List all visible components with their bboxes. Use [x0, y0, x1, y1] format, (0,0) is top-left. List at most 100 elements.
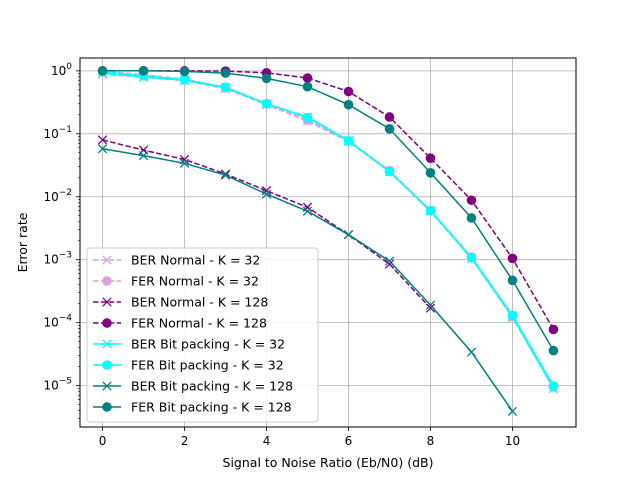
y-tick-label-exponent: 0 [66, 62, 72, 72]
y-tick-label-exponent: −5 [59, 377, 72, 387]
legend-swatch-marker [102, 402, 112, 412]
legend-swatch-marker [102, 339, 112, 349]
legend-label: BER Normal - K = 128 [131, 295, 268, 310]
series-line [102, 70, 555, 351]
series-line [102, 70, 555, 388]
data-point [466, 195, 477, 206]
data-point [220, 68, 231, 78]
series-6 [97, 66, 559, 391]
x-tick-label: 10 [505, 434, 520, 448]
data-point [138, 150, 149, 161]
data-point [384, 259, 395, 269]
legend-label: FER Bit packing - K = 32 [131, 358, 284, 373]
data-point [97, 66, 108, 76]
data-point [425, 300, 436, 310]
data-point [220, 170, 231, 180]
x-tick-label: 8 [427, 434, 435, 448]
y-tick-label-exponent: −3 [59, 251, 72, 261]
data-point [261, 189, 272, 199]
data-point [507, 310, 518, 321]
legend-swatch-marker [102, 381, 112, 391]
legend-entry: FER Normal - K = 128 [93, 316, 267, 331]
legend-entry: FER Bit packing - K = 32 [93, 358, 284, 373]
x-tick-label: 4 [263, 434, 271, 448]
y-tick-label: 10−1 [43, 125, 72, 141]
legend-swatch-marker [102, 276, 112, 286]
series-7 [97, 144, 518, 417]
legend-swatch-marker [102, 297, 112, 307]
data-point [507, 253, 518, 264]
data-point [179, 75, 190, 85]
legend-entry: BER Bit packing - K = 128 [93, 379, 293, 394]
data-point [220, 82, 231, 92]
y-tick-label: 10−2 [43, 188, 72, 204]
data-point [507, 275, 518, 286]
data-point [343, 229, 354, 240]
legend-swatch-marker [102, 360, 112, 370]
legend-entry: BER Bit packing - K = 32 [93, 337, 285, 352]
data-point [97, 135, 108, 145]
y-tick-label: 10−5 [43, 377, 72, 393]
data-point [425, 168, 436, 178]
data-point [138, 66, 149, 76]
data-point [425, 303, 436, 313]
y-tick-label-base: 10 [43, 127, 58, 141]
data-point [425, 205, 436, 216]
legend-label: BER Normal - K = 32 [131, 253, 260, 268]
legend-label: FER Normal - K = 32 [131, 274, 259, 289]
legend-entry: BER Normal - K = 32 [93, 253, 260, 268]
legend-entry: BER Normal - K = 128 [93, 295, 268, 310]
data-point [384, 112, 395, 122]
data-point [179, 158, 190, 168]
series-line [102, 70, 555, 387]
data-point [548, 381, 559, 391]
data-point [384, 256, 395, 266]
legend-swatch-marker [102, 255, 112, 265]
legend-label: FER Bit packing - K = 128 [131, 400, 292, 415]
x-tick-label: 6 [345, 434, 353, 448]
y-tick-label: 10−3 [43, 251, 72, 267]
data-point [261, 73, 272, 84]
y-tick-label-exponent: −4 [59, 314, 73, 324]
y-tick-label-base: 10 [43, 379, 58, 393]
data-point [466, 252, 477, 263]
plot-frame [79, 57, 577, 428]
data-point [179, 66, 190, 77]
y-axis-label: Error rate [15, 212, 30, 272]
series-line [102, 139, 432, 309]
y-tick-label-exponent: −2 [59, 188, 72, 198]
legend-entry: FER Normal - K = 32 [93, 274, 259, 289]
y-tick-label-base: 10 [43, 253, 58, 267]
y-tick-label-base: 10 [43, 316, 58, 330]
legend: BER Normal - K = 32 FER Normal - K = 32 BE… [86, 247, 319, 423]
x-tick-label: 2 [181, 434, 189, 448]
series-8 [97, 66, 559, 356]
legend-swatch-marker [102, 318, 112, 328]
y-tick-label-exponent: −1 [59, 125, 72, 135]
data-point [343, 99, 354, 110]
data-point [302, 112, 313, 123]
data-point [384, 166, 395, 177]
legend-label: FER Normal - K = 128 [131, 316, 267, 331]
legend-box [86, 247, 319, 423]
data-point [261, 98, 272, 109]
data-point [425, 153, 436, 163]
y-tick-label-base: 10 [43, 190, 58, 204]
y-tick-label: 100 [51, 62, 72, 78]
data-point [548, 345, 559, 356]
y-tick-label: 10−4 [43, 314, 72, 330]
data-point [343, 136, 354, 146]
x-axis-label: Signal to Noise Ratio (Eb/N0) (dB) [223, 455, 434, 470]
legend-entry: FER Bit packing - K = 128 [93, 400, 292, 415]
data-point [343, 86, 354, 97]
data-point [507, 406, 518, 417]
series-group [97, 66, 559, 417]
y-tick-label-base: 10 [51, 64, 66, 78]
data-point [97, 144, 108, 154]
data-point [466, 213, 477, 223]
x-tick-label: 0 [99, 434, 107, 448]
data-point [384, 124, 395, 134]
data-point [302, 81, 313, 92]
